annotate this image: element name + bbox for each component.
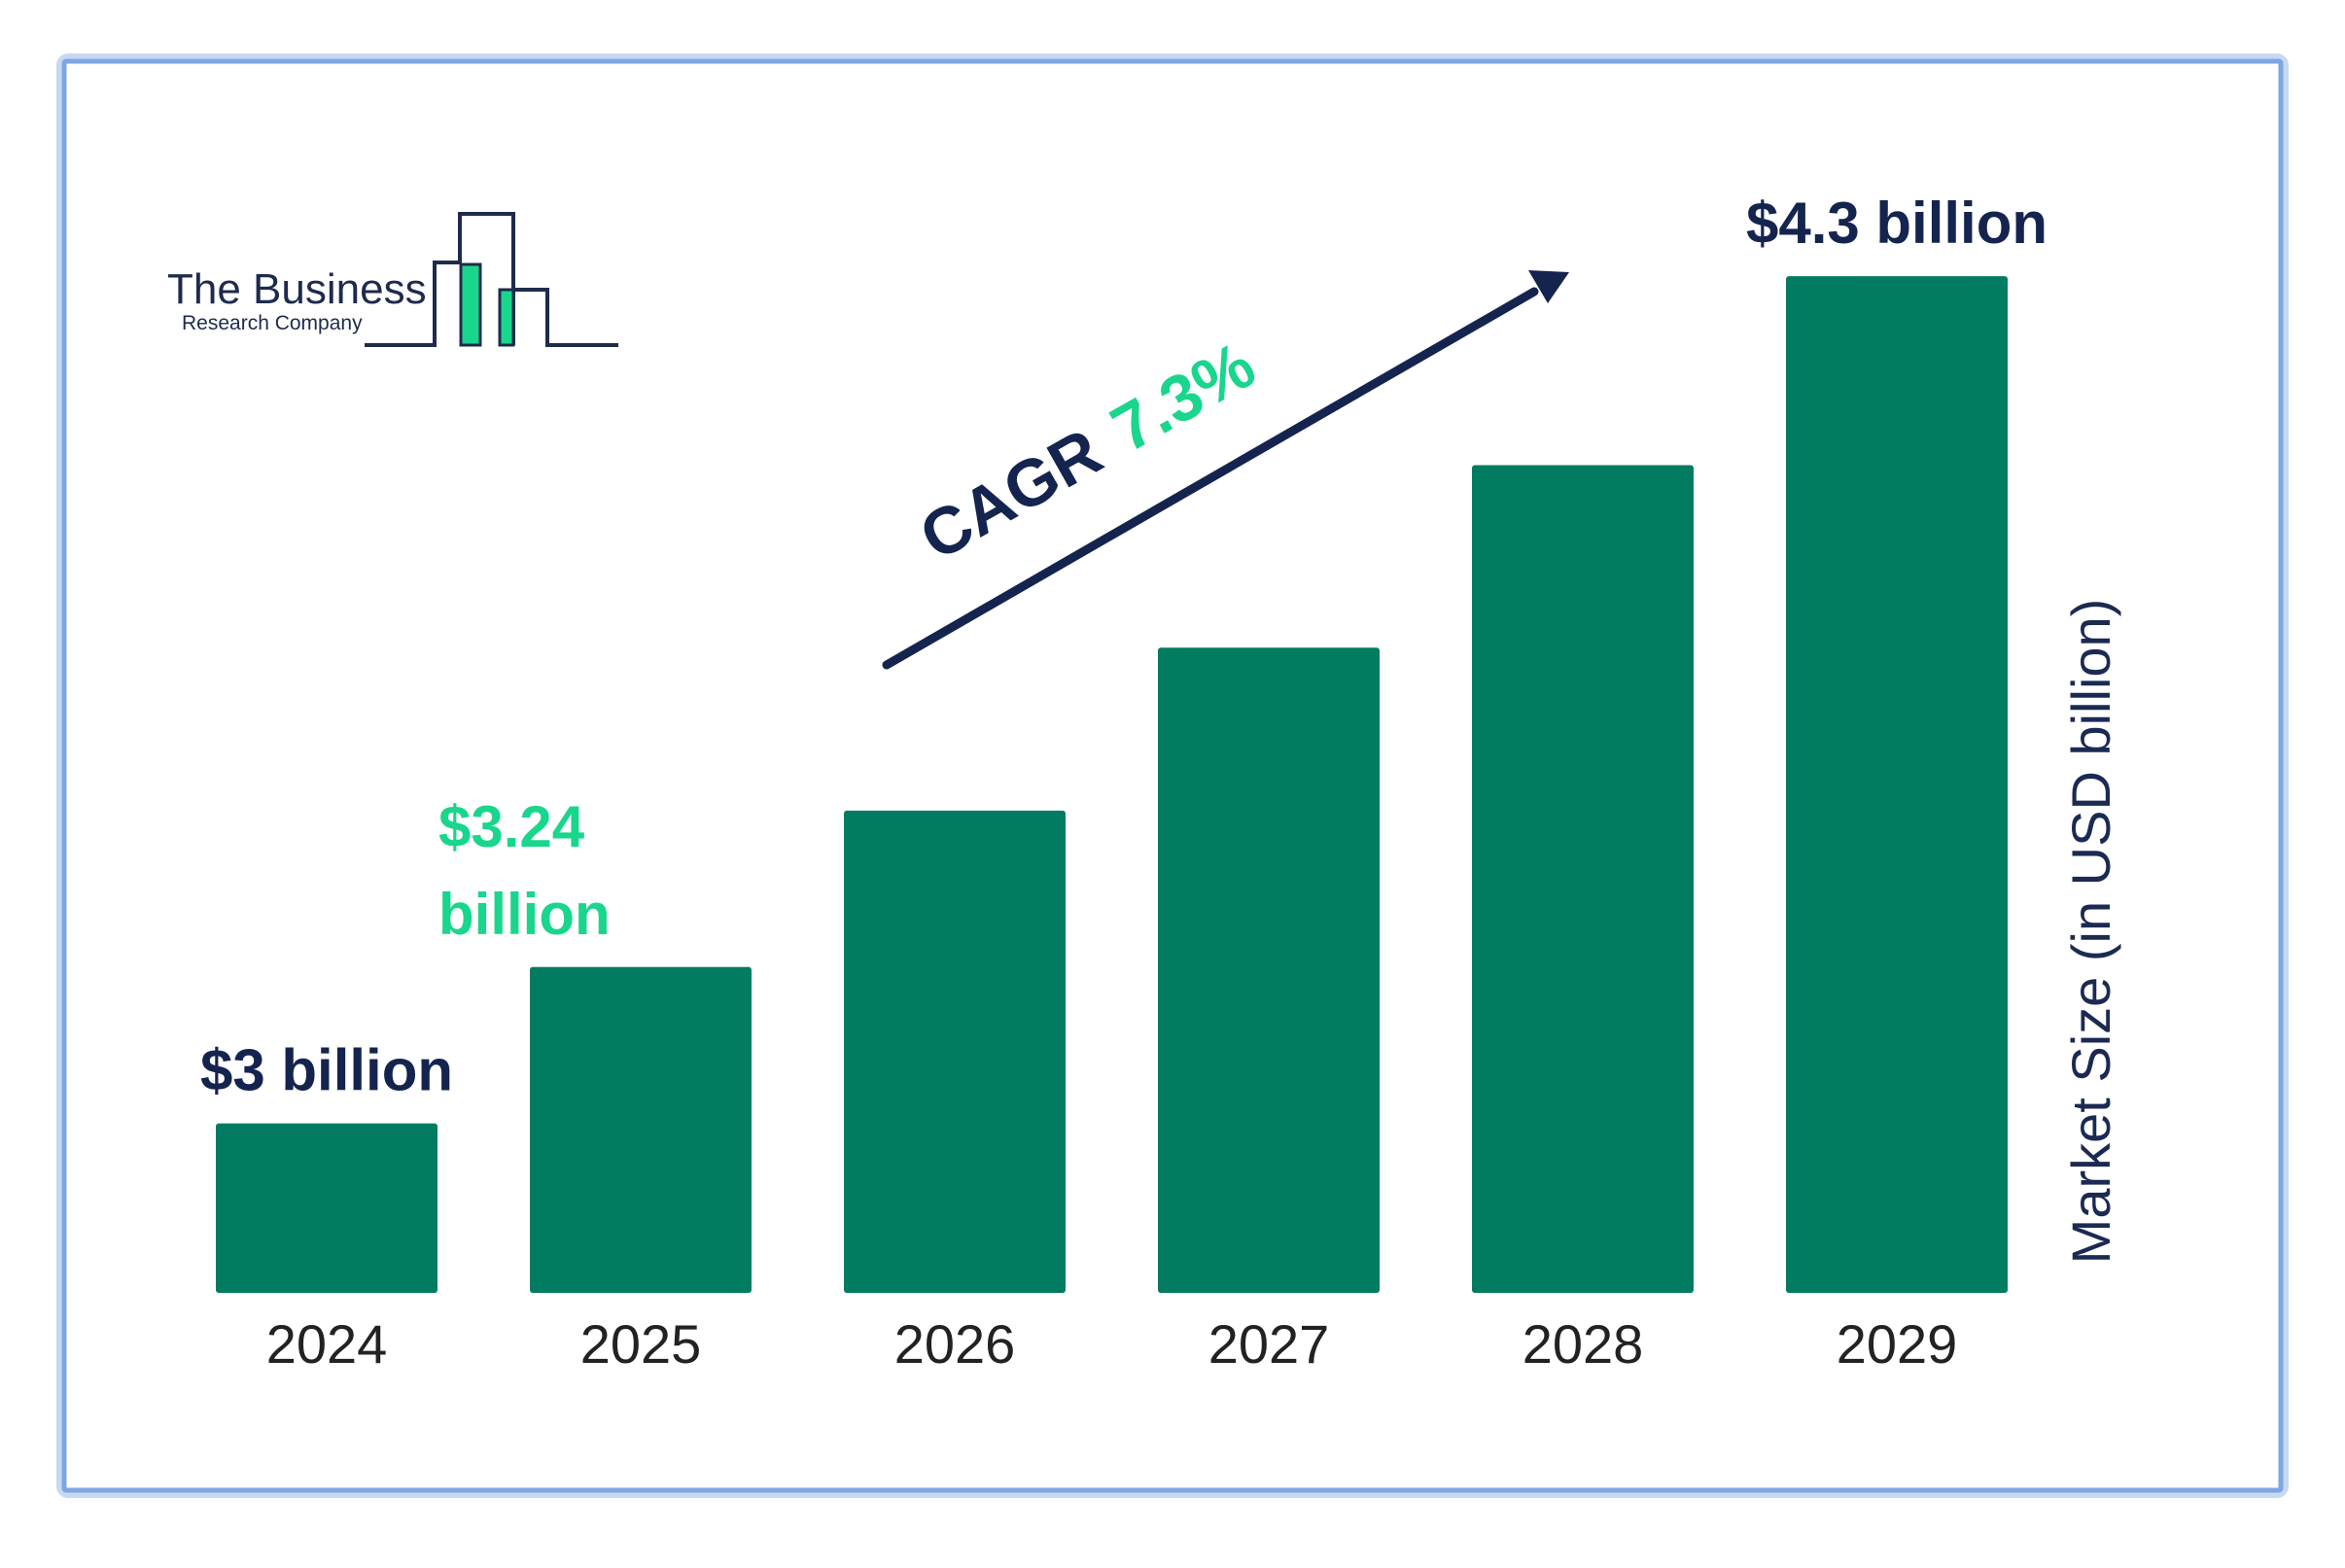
logo-skyline-icon (365, 212, 618, 347)
cagr-trend-arrow (882, 270, 1569, 670)
company-logo: The Business Research Company (167, 212, 618, 347)
bar-2024 (216, 1123, 438, 1293)
value-label-2029: $4.3 billion (1746, 191, 2048, 256)
value-label-line: billion (438, 882, 611, 947)
bars-group (216, 276, 2008, 1294)
x-tick-2024: 2024 (266, 1313, 388, 1375)
bar-2028 (1472, 465, 1694, 1294)
x-tick-2027: 2027 (1208, 1313, 1330, 1375)
x-tick-2025: 2025 (580, 1313, 702, 1375)
x-tick-2026: 2026 (894, 1313, 1016, 1375)
bar-2025 (530, 966, 752, 1293)
value-labels: $3 billion $3.24 billion $4.3 billion (200, 191, 2048, 1103)
x-tick-labels: 2024 2025 2026 2027 2028 2029 (266, 1313, 1958, 1375)
arrow-head-icon (1528, 270, 1569, 303)
bar-2027 (1158, 647, 1380, 1293)
y-axis-title: Market Size (in USD billion) (2060, 599, 2121, 1265)
logo-company-name: The Business (167, 265, 427, 313)
x-tick-2028: 2028 (1522, 1313, 1644, 1375)
value-label-2024: $3 billion (200, 1038, 453, 1103)
value-label-line: $4.3 billion (1746, 191, 2048, 256)
value-label-2025: $3.24 billion (438, 794, 611, 947)
bar-2029 (1786, 276, 2008, 1293)
logo-company-subtitle: Research Company (182, 312, 363, 334)
bar-2026 (844, 810, 1066, 1293)
value-label-line: $3.24 (438, 794, 585, 859)
x-tick-2029: 2029 (1837, 1313, 1958, 1375)
value-label-line: $3 billion (200, 1038, 453, 1103)
